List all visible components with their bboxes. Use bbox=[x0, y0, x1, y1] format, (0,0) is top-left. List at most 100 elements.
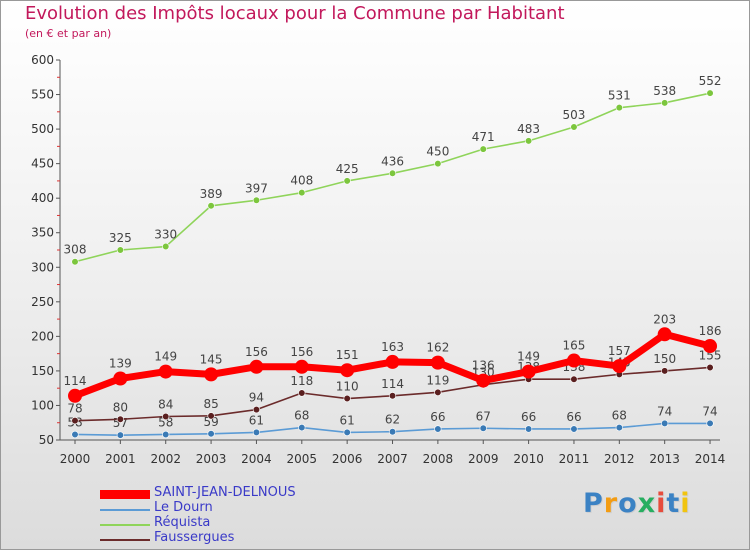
data-label: 59 bbox=[203, 415, 218, 429]
data-label: 203 bbox=[653, 312, 676, 326]
data-point bbox=[71, 417, 79, 425]
x-tick-label: 2009 bbox=[468, 452, 499, 466]
data-point bbox=[434, 160, 442, 168]
logo-letter: r bbox=[603, 488, 619, 519]
data-point bbox=[294, 359, 309, 374]
x-tick-label: 2010 bbox=[513, 452, 544, 466]
data-point bbox=[706, 419, 714, 428]
data-label: 66 bbox=[521, 410, 536, 424]
data-point bbox=[71, 258, 79, 266]
x-tick-label: 2003 bbox=[196, 452, 227, 466]
data-point bbox=[661, 419, 669, 428]
data-point bbox=[116, 415, 124, 423]
y-tick-label: 300 bbox=[31, 260, 54, 274]
x-tick-label: 2004 bbox=[241, 452, 272, 466]
data-point bbox=[343, 394, 351, 403]
data-label: 139 bbox=[109, 357, 132, 371]
y-tick-label: 400 bbox=[31, 191, 54, 205]
data-point bbox=[661, 99, 669, 107]
data-label: 531 bbox=[608, 89, 631, 103]
x-tick-label: 2006 bbox=[332, 452, 363, 466]
y-tick-label: 350 bbox=[31, 226, 54, 240]
data-label: 66 bbox=[566, 410, 581, 424]
data-label: 80 bbox=[113, 400, 128, 414]
data-point bbox=[661, 367, 669, 375]
data-point bbox=[703, 339, 718, 354]
data-point bbox=[612, 359, 627, 374]
data-point bbox=[343, 428, 351, 437]
data-point bbox=[615, 423, 623, 432]
legend-label: Le Dourn bbox=[154, 500, 213, 515]
data-point bbox=[479, 424, 487, 432]
data-point bbox=[657, 327, 672, 342]
data-point bbox=[570, 123, 578, 131]
logo-letter: P bbox=[583, 488, 604, 519]
data-label: 389 bbox=[200, 187, 223, 201]
data-label: 84 bbox=[158, 398, 173, 412]
legend-swatch bbox=[100, 490, 150, 499]
legend-label: Faussergues bbox=[154, 530, 235, 545]
data-label: 145 bbox=[200, 352, 223, 366]
data-label: 538 bbox=[653, 84, 676, 98]
data-label: 163 bbox=[381, 340, 404, 354]
x-tick-label: 2014 bbox=[695, 452, 726, 466]
data-point bbox=[570, 425, 578, 433]
y-tick-label: 150 bbox=[31, 364, 54, 378]
data-label: 61 bbox=[340, 413, 355, 427]
x-tick-label: 2013 bbox=[649, 452, 680, 466]
legend-label: SAINT-JEAN-DELNOUS bbox=[154, 485, 296, 500]
x-tick-label: 2002 bbox=[150, 452, 181, 466]
data-point bbox=[162, 430, 170, 439]
data-point bbox=[434, 425, 442, 433]
legend-swatch bbox=[100, 524, 150, 526]
data-label: 436 bbox=[381, 154, 404, 168]
logo-letter: x bbox=[637, 488, 657, 519]
data-label: 151 bbox=[336, 348, 359, 362]
data-label: 308 bbox=[64, 243, 87, 257]
data-label: 114 bbox=[381, 377, 404, 391]
data-point bbox=[162, 412, 170, 421]
data-point bbox=[570, 375, 578, 383]
data-label: 330 bbox=[154, 228, 177, 242]
data-label: 114 bbox=[64, 374, 87, 388]
data-label: 162 bbox=[426, 341, 449, 355]
data-point bbox=[252, 406, 261, 414]
data-label: 157 bbox=[608, 344, 631, 358]
data-label: 118 bbox=[290, 374, 313, 388]
data-label: 186 bbox=[699, 324, 722, 338]
data-label: 503 bbox=[563, 108, 586, 122]
data-point bbox=[113, 371, 128, 386]
data-label: 136 bbox=[472, 359, 495, 373]
data-point bbox=[207, 202, 215, 210]
x-tick-label: 2007 bbox=[377, 452, 408, 466]
data-label: 156 bbox=[245, 345, 268, 359]
data-point bbox=[476, 373, 491, 388]
legend-swatch bbox=[100, 509, 150, 511]
data-point bbox=[706, 363, 714, 372]
data-label: 68 bbox=[612, 409, 627, 423]
y-tick-label: 600 bbox=[31, 53, 54, 67]
data-point bbox=[116, 246, 124, 254]
data-point bbox=[479, 145, 487, 153]
data-label: 94 bbox=[249, 391, 264, 405]
data-label: 150 bbox=[653, 352, 676, 366]
data-point bbox=[252, 196, 261, 204]
data-point bbox=[252, 428, 261, 437]
data-label: 74 bbox=[657, 404, 672, 418]
data-label: 552 bbox=[699, 74, 722, 88]
data-point bbox=[298, 189, 306, 197]
data-label: 58 bbox=[158, 415, 173, 429]
y-tick-label: 200 bbox=[31, 329, 54, 343]
y-tick-label: 550 bbox=[31, 88, 54, 102]
data-label: 66 bbox=[430, 410, 445, 424]
data-point bbox=[524, 425, 533, 433]
data-point bbox=[434, 388, 442, 396]
data-point bbox=[388, 392, 397, 400]
y-tick-label: 100 bbox=[31, 398, 54, 412]
data-point bbox=[615, 104, 623, 112]
y-tick-label: 50 bbox=[39, 433, 54, 447]
data-label: 149 bbox=[154, 350, 177, 364]
data-label: 62 bbox=[385, 413, 400, 427]
